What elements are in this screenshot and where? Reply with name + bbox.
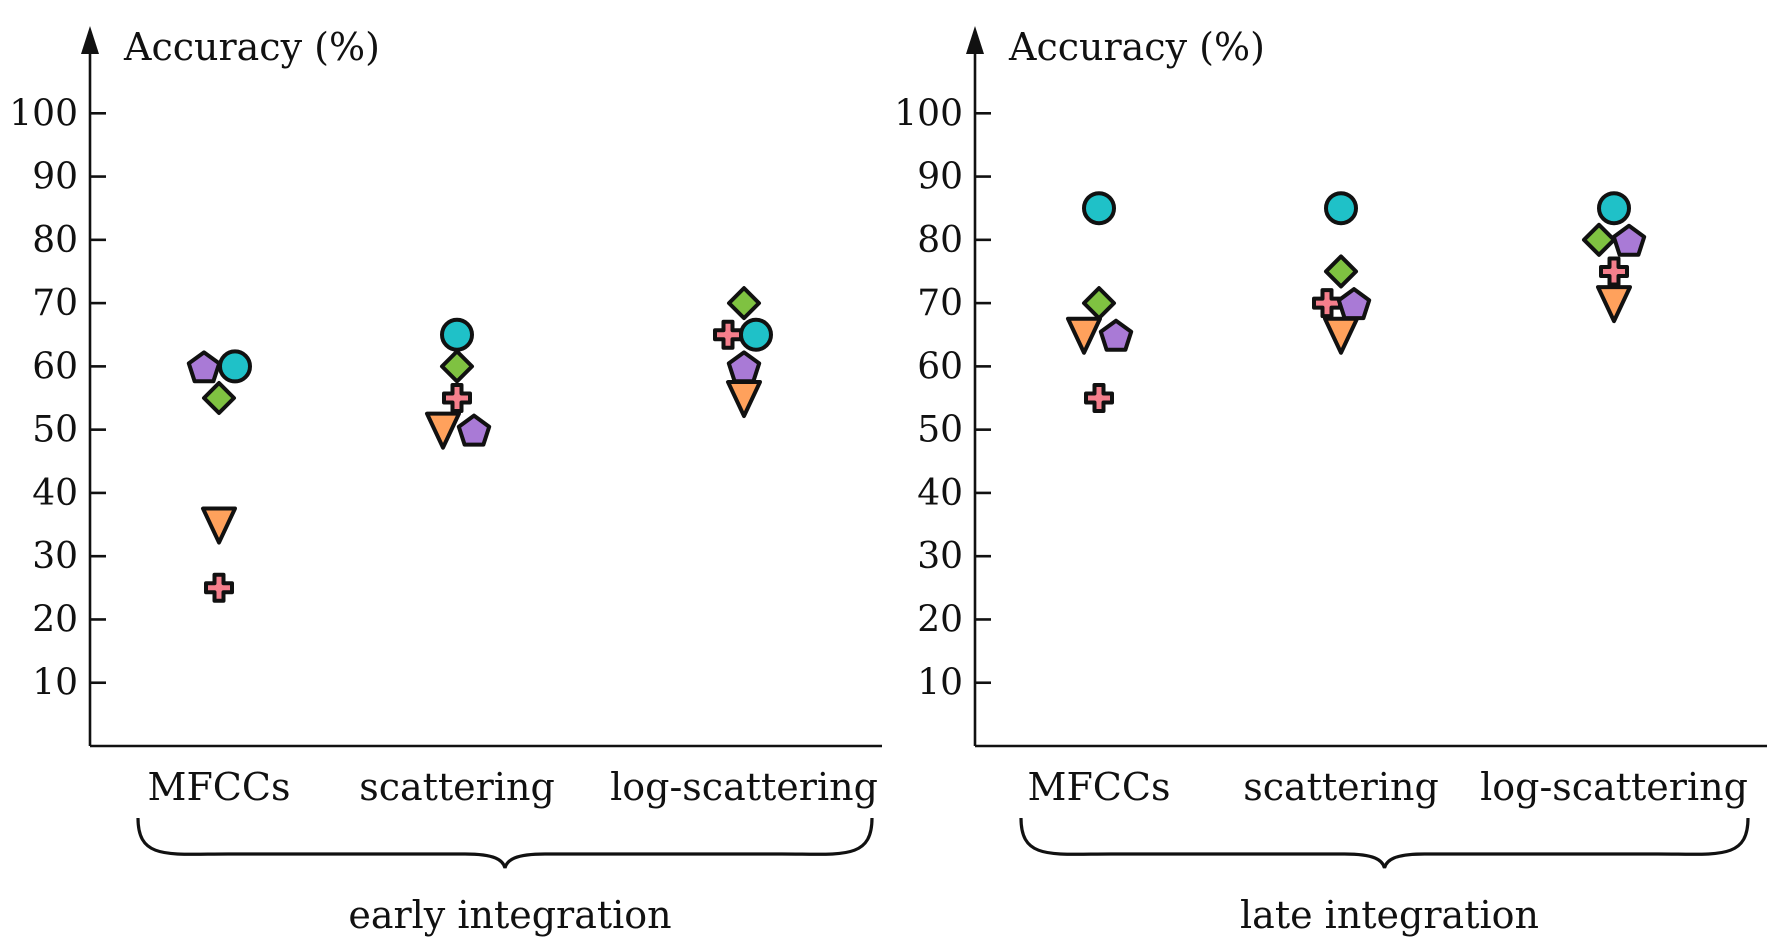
y-tick-label: 90	[917, 157, 963, 198]
data-point-plus	[1084, 383, 1114, 413]
y-tick-label: 50	[917, 410, 963, 451]
group-brace	[1019, 817, 1750, 869]
data-point-pentagon	[1611, 223, 1647, 257]
data-point-plus	[1599, 256, 1629, 287]
data-point-circle	[1324, 191, 1358, 226]
category-label: scattering	[359, 765, 555, 809]
y-tick-label: 70	[917, 283, 963, 324]
y-tick-label: 20	[32, 599, 78, 640]
y-tick-label: 60	[917, 346, 963, 387]
data-point-diamond	[1324, 254, 1358, 289]
group-label: late integration	[1240, 893, 1539, 937]
y-tick-label: 60	[32, 346, 78, 387]
data-point-pentagon	[1098, 318, 1134, 352]
data-point-plus	[713, 319, 743, 350]
y-tick-label: 10	[917, 663, 963, 704]
y-tick-label: 90	[32, 157, 78, 198]
y-tick-label: 70	[32, 283, 78, 324]
data-point-plus	[1312, 288, 1342, 319]
data-point-plus	[442, 383, 472, 413]
y-tick-label: 10	[32, 663, 78, 704]
data-point-pentagon	[186, 350, 222, 384]
group-label: early integration	[348, 893, 671, 937]
data-point-triangle-down	[201, 506, 237, 545]
panel-early: Accuracy (%) 10 20 30 40 50 60 70 80 90 100 MFCCs sc…	[9, 25, 882, 937]
panel-late: Accuracy (%) 10 20 30 40 50 60 70 80 90 100 MFCCs sc…	[894, 25, 1767, 937]
y-tick-label: 40	[917, 473, 963, 514]
category-label: log-scattering	[610, 765, 878, 809]
data-point-pentagon	[1336, 287, 1372, 321]
y-tick-label: 100	[9, 93, 78, 134]
data-point-triangle-down	[1596, 285, 1632, 324]
data-point-triangle-down	[726, 380, 762, 419]
data-point-diamond	[202, 381, 236, 416]
data-point-pentagon	[726, 350, 762, 384]
category-label: log-scattering	[1480, 765, 1748, 809]
data-point-circle	[739, 317, 773, 352]
data-point-diamond	[440, 349, 474, 384]
data-point-circle	[440, 317, 474, 352]
y-tick-label: 40	[32, 473, 78, 514]
data-point-triangle-down	[1323, 316, 1359, 355]
y-tick-label: 50	[32, 410, 78, 451]
data-point-diamond	[1582, 222, 1616, 257]
y-axis-arrow-icon	[81, 26, 99, 54]
y-axis-label: Accuracy (%)	[123, 25, 380, 69]
y-axis-arrow-icon	[966, 26, 984, 54]
y-axis-label: Accuracy (%)	[1008, 25, 1265, 69]
data-point-circle	[1597, 191, 1631, 226]
y-tick-label: 80	[917, 220, 963, 261]
category-label: scattering	[1243, 765, 1439, 809]
data-point-diamond	[727, 286, 761, 321]
y-tick-label: 20	[917, 599, 963, 640]
group-brace	[136, 817, 874, 869]
y-tick-label: 30	[917, 536, 963, 577]
data-point-diamond	[1082, 286, 1116, 321]
y-tick-label: 80	[32, 220, 78, 261]
data-point-plus	[204, 572, 234, 603]
data-point-circle	[1082, 191, 1116, 226]
data-point-pentagon	[456, 413, 492, 447]
y-tick-label: 30	[32, 536, 78, 577]
category-label: MFCCs	[1028, 765, 1171, 809]
data-point-triangle-down	[425, 411, 461, 450]
y-tick-label: 100	[894, 93, 963, 134]
data-point-triangle-down	[1066, 316, 1102, 355]
category-label: MFCCs	[148, 765, 291, 809]
data-point-circle	[218, 349, 252, 384]
